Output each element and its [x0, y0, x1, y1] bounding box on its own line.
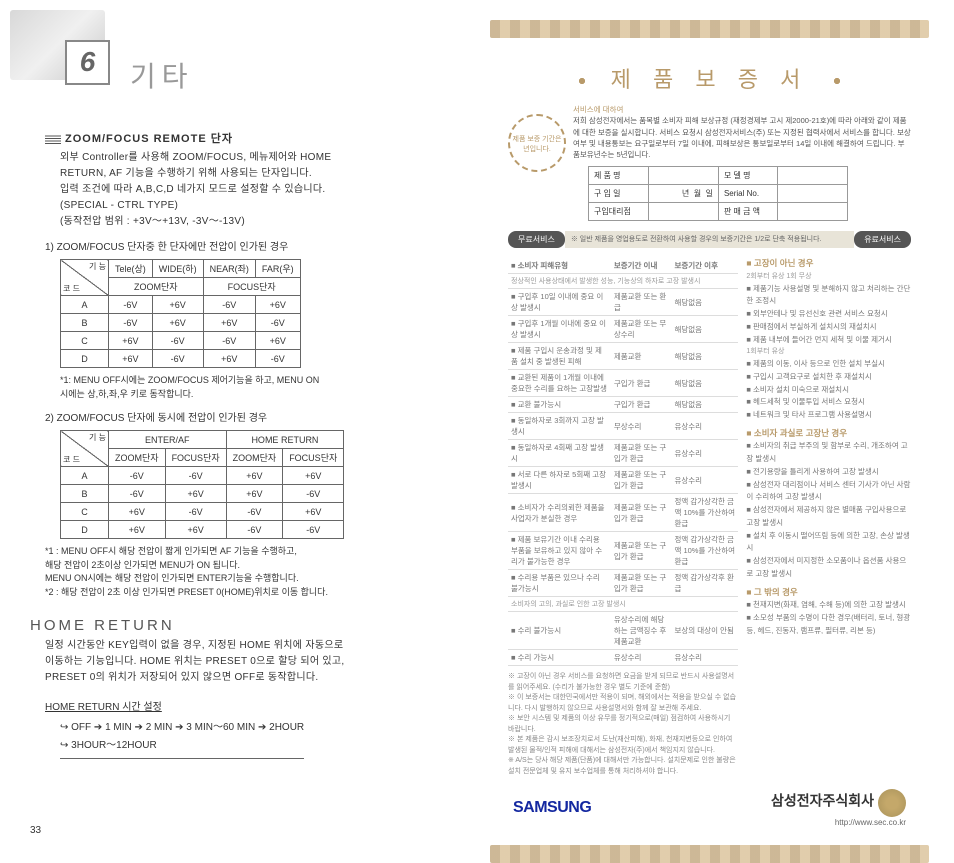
- table2: 기 능코 드 ENTER/AFHOME RETURN ZOOM단자FOCUS단자…: [60, 430, 344, 539]
- table1: 기 능코 드 Tele(상)WIDE(하)NEAR(좌)FAR(우) ZOOM단…: [60, 259, 301, 368]
- footnotes: ※ 고장이 아닌 경우 서비스를 요청하면 요금을 받게 되므로 반드시 사용설…: [508, 672, 738, 777]
- table1-note: *1: MENU OFF시에는 ZOOM/FOCUS 제어기능을 하고, MEN…: [60, 374, 465, 401]
- company-name: 삼성전자주식회사: [771, 793, 874, 809]
- home-arrows: ↪ OFF ➔ 1 MIN ➔ 2 MIN ➔ 3 MIN～60 MIN ➔ 2…: [60, 719, 304, 759]
- notes-below: *1 : MENU OFF시 해당 전압이 짧게 인가되면 AF 기능을 수행하…: [45, 545, 465, 599]
- damage-table: ■ 소비자 피해유형보증기간 이내보증기간 이후 정상적인 사용상태에서 발생한…: [508, 258, 738, 666]
- home-desc: 일정 시간동안 KEY입력이 없을 경우, 지정된 HOME 위치에 자동으로 …: [45, 638, 465, 686]
- sub1: 1) ZOOM/FOCUS 단자중 한 단자에만 전압이 인가된 경우: [45, 238, 465, 253]
- warranty-seal: 제품 보증 기간은 년입니다.: [508, 114, 566, 172]
- info-table: 제 품 명모 델 명 구 입 일년 월 일Serial No. 구입대리점판 매…: [588, 166, 848, 221]
- sub2: 2) ZOOM/FOCUS 단자에 동시에 전압이 인가된 경우: [45, 409, 465, 424]
- company-url: http://www.sec.co.kr: [835, 818, 906, 827]
- service-bar: 무료서비스 ※ 일반 제품을 영업용도로 전환하여 사용할 경우의 보증기간은 …: [508, 231, 911, 248]
- warranty-intro: 서비스에 대하여 저희 삼성전자에서는 품목별 소비자 피해 보상규정 (재정경…: [573, 104, 911, 160]
- chapter-title: 기타: [130, 55, 465, 95]
- zoom-section-title: ZOOM/FOCUS REMOTE 단자: [45, 130, 465, 146]
- top-border: [490, 20, 929, 38]
- right-service: ■ 고장이 아닌 경우 2회부터 유상 1회 무상 ■ 제품기능 사용설명 및 …: [746, 252, 911, 777]
- chapter-number: 6: [65, 40, 110, 85]
- samsung-logo: SAMSUNG: [513, 799, 591, 817]
- page-number: 33: [30, 825, 41, 836]
- home-title: HOME RETURN: [30, 617, 465, 634]
- home-sub: HOME RETURN 시간 설정: [45, 698, 465, 713]
- logo-row: SAMSUNG 삼성전자주식회사 http://www.sec.co.kr: [508, 789, 911, 827]
- badge-icon: [878, 789, 906, 817]
- zoom-desc: 외부 Controller를 사용해 ZOOM/FOCUS, 메뉴제어와 HOM…: [60, 150, 465, 230]
- warranty-title: 제 품 보 증 서: [508, 62, 911, 94]
